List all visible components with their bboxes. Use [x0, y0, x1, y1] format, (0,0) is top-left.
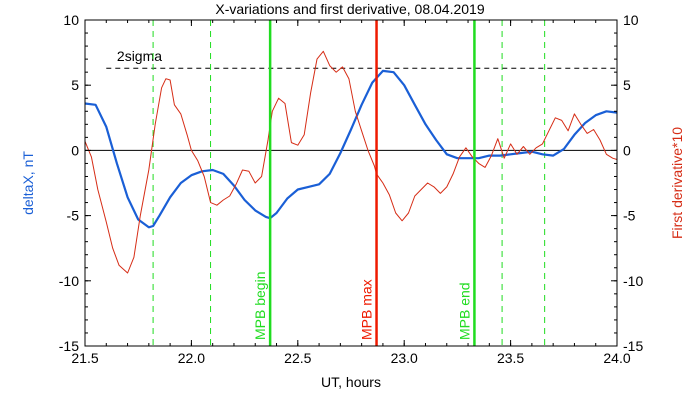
chart-title: X-variations and first derivative, 08.04…: [215, 1, 484, 17]
y-right-tick-label: -15: [623, 338, 643, 354]
y-tick-label: 10: [63, 12, 79, 28]
mpb-label: MPB end: [456, 282, 472, 340]
x-tick-label: 22.0: [178, 350, 205, 366]
x-axis: 21.5 22.0 22.5 23.0 23.5 24.0: [71, 20, 631, 366]
series-line-deltaX: [84, 69, 618, 229]
mpb-label: MPB begin: [252, 272, 268, 340]
plot-frame: [84, 19, 618, 347]
y-tick-label: -10: [59, 273, 79, 289]
y-axis-label-right: First derivative*10: [669, 127, 685, 239]
x-tick-label: 23.0: [391, 350, 418, 366]
y-right-tick-label: -10: [623, 273, 643, 289]
y-tick-label: -5: [67, 208, 80, 224]
y-axis-left: 10 5 0 -5 -10 -15: [59, 12, 91, 354]
y-right-tick-label: 0: [623, 142, 631, 158]
x-tick-label: 21.5: [71, 350, 98, 366]
y-tick-label: 5: [71, 77, 79, 93]
x-axis-label: UT, hours: [321, 374, 381, 390]
series-line-derivative: [84, 50, 618, 274]
sigma-label: 2sigma: [117, 48, 162, 64]
x-tick-label: 24.0: [603, 350, 630, 366]
y-axis-label-left: deltaX, nT: [20, 151, 36, 215]
y-axis-right: 10 5 0 -5 -10 -15: [611, 12, 643, 354]
x-tick-label: 23.5: [497, 350, 524, 366]
y-tick-label: 0: [71, 142, 79, 158]
plot-area: 2sigma MPB begin MPB max MPB end: [84, 20, 618, 346]
x-tick-label: 22.5: [284, 350, 311, 366]
y-tick-label: -15: [59, 338, 79, 354]
mpb-label: MPB max: [359, 279, 375, 340]
y-right-tick-label: 10: [623, 12, 639, 28]
y-right-tick-label: -5: [623, 208, 636, 224]
y-right-tick-label: 5: [623, 77, 631, 93]
